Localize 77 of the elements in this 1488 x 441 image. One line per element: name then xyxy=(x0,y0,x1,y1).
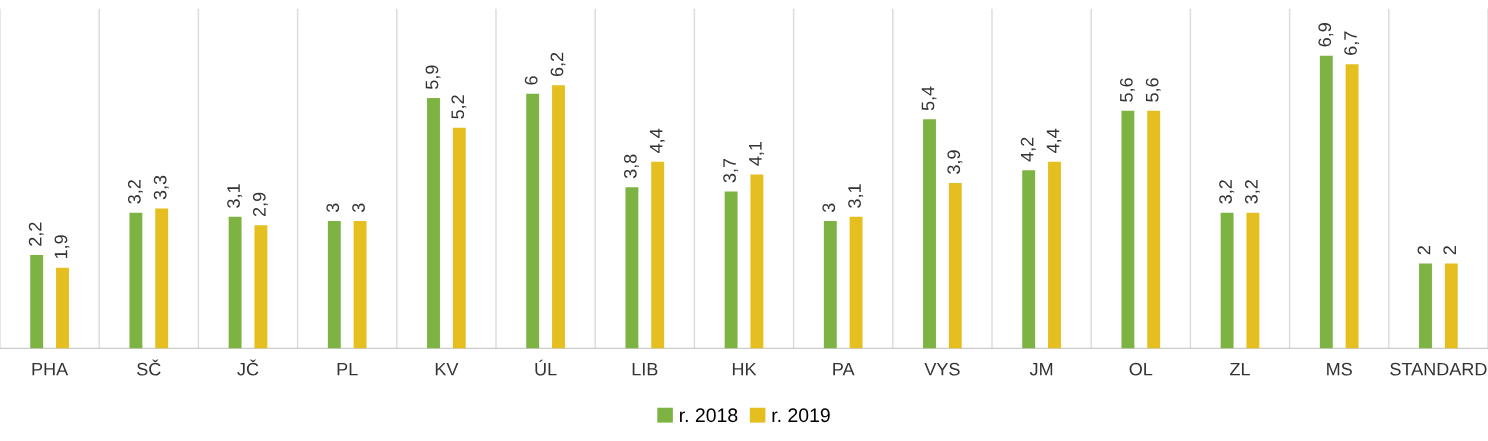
data-label: 5,6 xyxy=(1145,78,1161,102)
data-label: 6,2 xyxy=(550,52,566,77)
data-label: 6 xyxy=(524,76,538,85)
x-tick-label: PA xyxy=(833,362,855,376)
bar xyxy=(724,191,738,349)
x-tick-label: ÚL xyxy=(535,359,557,376)
data-label: 3,7 xyxy=(723,158,739,183)
data-label: 6,7 xyxy=(1344,31,1360,55)
bar xyxy=(1147,110,1161,349)
bar xyxy=(1319,55,1333,349)
data-label: 4,4 xyxy=(649,128,665,153)
bar xyxy=(452,127,466,349)
data-label: 6,9 xyxy=(1318,23,1334,47)
x-tick-label: LIB xyxy=(632,362,658,376)
x-tick-label: PHA xyxy=(32,362,69,376)
data-label: 2 xyxy=(1443,246,1456,255)
x-tick-label: ZL xyxy=(1230,362,1250,376)
data-label: 4,1 xyxy=(749,141,764,166)
bar xyxy=(849,216,863,349)
data-label: 3,3 xyxy=(153,175,169,200)
x-tick-label: PL xyxy=(337,362,358,376)
data-label: 2 xyxy=(1417,246,1431,255)
data-label: 3,2 xyxy=(1244,180,1260,204)
x-tick-label: JČ xyxy=(237,359,259,376)
data-label: 2,2 xyxy=(28,222,44,246)
bar xyxy=(1022,170,1036,349)
data-label: 3,2 xyxy=(127,180,143,204)
bar xyxy=(750,174,764,349)
x-tick-label: JM xyxy=(1029,362,1053,376)
data-label: 5,6 xyxy=(1119,78,1135,102)
bar xyxy=(526,93,540,349)
x-tick-label: KV xyxy=(435,362,459,376)
bar xyxy=(552,85,565,349)
x-tick-label: STANDARD xyxy=(1390,362,1487,376)
x-tick-label: VYS xyxy=(924,362,960,376)
bar xyxy=(427,98,440,349)
data-label: 5,2 xyxy=(451,95,467,119)
data-label: 1,9 xyxy=(54,235,70,259)
data-label: 3,8 xyxy=(623,154,639,179)
bar xyxy=(1121,110,1135,349)
bar xyxy=(651,161,665,349)
bar xyxy=(30,255,44,349)
data-label: 3 xyxy=(822,203,836,213)
data-label: 3 xyxy=(326,203,340,213)
data-label: 2,9 xyxy=(252,192,268,217)
bar xyxy=(1444,263,1458,349)
x-tick-label: SČ xyxy=(137,359,161,376)
bar xyxy=(625,187,639,349)
data-label: 3,2 xyxy=(1219,180,1235,204)
x-tick-label: OL xyxy=(1129,362,1153,376)
bar xyxy=(327,221,341,349)
bar xyxy=(353,221,367,349)
data-label: 3,1 xyxy=(227,184,243,208)
data-label: 4,2 xyxy=(1020,137,1036,162)
bar xyxy=(129,212,143,349)
legend-label: r. 2018 xyxy=(680,408,738,423)
data-label: 3,1 xyxy=(848,184,864,208)
data-label: 3 xyxy=(352,203,365,213)
legend-label: r. 2019 xyxy=(772,408,830,423)
data-label: 4,4 xyxy=(1046,128,1062,153)
bar xyxy=(1048,161,1061,349)
bar xyxy=(56,267,69,349)
x-tick-label: MS xyxy=(1327,362,1352,376)
bar xyxy=(1246,212,1260,349)
bar xyxy=(254,225,268,349)
bar xyxy=(228,216,242,349)
bar xyxy=(155,208,169,349)
x-tick-label: HK xyxy=(732,362,757,376)
bar xyxy=(1419,263,1432,349)
data-label: 3,9 xyxy=(947,150,963,174)
bar xyxy=(1220,212,1234,349)
bar xyxy=(923,119,936,349)
bar xyxy=(1345,64,1359,349)
bar xyxy=(823,221,837,349)
bar xyxy=(948,182,962,349)
data-label: 5,9 xyxy=(425,65,441,90)
data-label: 5,4 xyxy=(921,86,937,111)
